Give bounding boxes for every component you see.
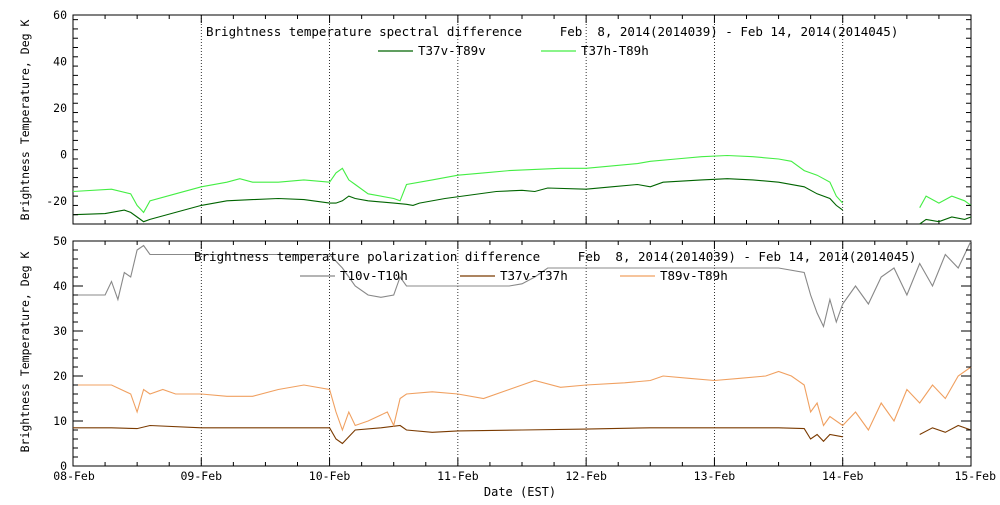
plot-frame <box>72 14 972 225</box>
y-tick-label: 0 <box>60 459 67 473</box>
series-group <box>72 154 972 225</box>
polarization-difference-panel: 0 10 20 30 40 50 08-Feb 09-Feb 10-Feb 11-Feb 12-F… <box>18 234 996 499</box>
x-tick-label: 11-Feb <box>437 469 479 483</box>
y-tick-label: 0 <box>60 147 67 161</box>
series-line-t37v-t89v <box>72 178 844 223</box>
legend-label-t10v-t10h: T10v-T10h <box>340 268 408 283</box>
y-axis-label: Brightness Temperature, Deg K <box>18 252 32 453</box>
y-tick-label: 40 <box>53 54 67 68</box>
x-tick-label: 12-Feb <box>565 469 607 483</box>
spectral-difference-panel: -20 0 20 40 60 Brightness temperature spectr… <box>18 8 972 225</box>
day-gridlines <box>72 15 972 224</box>
legend: T37v-T89v T37h-T89h <box>378 43 649 58</box>
legend-label-t37v-t37h: T37v-T37h <box>500 268 568 283</box>
series-group <box>73 240 972 445</box>
series-line-t37v-t37h <box>919 424 972 435</box>
x-tick-label: 09-Feb <box>181 469 223 483</box>
legend-label-t37v-t89v: T37v-T89v <box>418 43 486 58</box>
x-tick-label: 10-Feb <box>309 469 351 483</box>
y-tick-label: 50 <box>53 234 67 248</box>
x-tick-label: 15-Feb <box>954 469 996 483</box>
y-tick-label: 40 <box>53 279 67 293</box>
legend-label-t89v-t89h: T89v-T89h <box>660 268 728 283</box>
legend: T10v-T10h T37v-T37h T89v-T89h <box>300 268 728 283</box>
series-line-t10v-t10h <box>73 240 972 329</box>
x-axis-ticks: 08-Feb 09-Feb 10-Feb 11-Feb 12-Feb 13-Feb 14-F… <box>53 469 996 483</box>
series-line-t37v-t89v <box>919 216 972 225</box>
series-line-t89v-t89h <box>73 366 972 432</box>
y-tick-label: -20 <box>46 194 67 208</box>
day-gridlines <box>72 241 972 466</box>
chart-title: Brightness temperature spectral differen… <box>206 24 898 39</box>
x-tick-label: 08-Feb <box>53 469 95 483</box>
chart-title: Brightness temperature polarization diff… <box>194 249 916 264</box>
series-line-t37h-t89h <box>72 154 844 214</box>
x-tick-label: 13-Feb <box>694 469 736 483</box>
y-tick-label: 30 <box>53 324 67 338</box>
x-tick-label: 14-Feb <box>822 469 864 483</box>
x-axis-label: Date (EST) <box>484 485 556 499</box>
y-tick-label: 20 <box>53 369 67 383</box>
y-tick-label: 60 <box>53 8 67 22</box>
y-axis-ticks: -20 0 20 40 60 <box>46 8 971 225</box>
y-axis-ticks: 0 10 20 30 40 50 <box>53 234 971 473</box>
y-axis-label: Brightness Temperature, Deg K <box>18 20 32 221</box>
series-line-t37v-t37h <box>73 424 843 445</box>
y-tick-label: 10 <box>53 414 67 428</box>
y-tick-label: 20 <box>53 101 67 115</box>
series-line-t37h-t89h <box>919 195 972 208</box>
legend-label-t37h-t89h: T37h-T89h <box>581 43 649 58</box>
